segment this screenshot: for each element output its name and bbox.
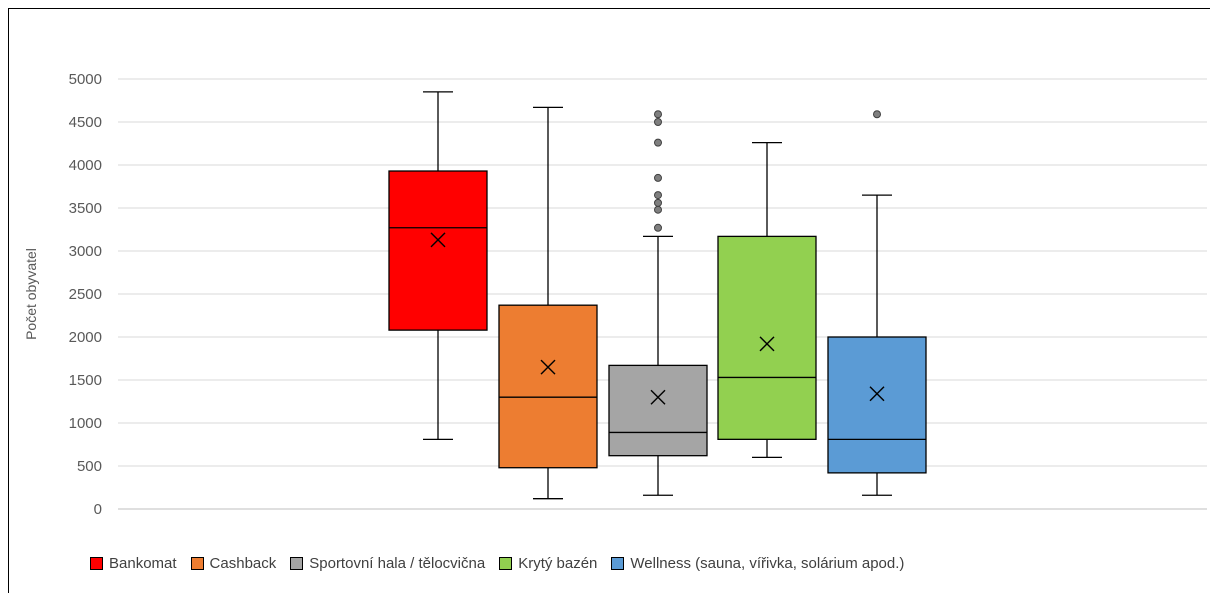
box [827,336,927,474]
outlier-point [654,110,662,119]
legend-label: Cashback [209,554,277,572]
legend-label: Sportovní hala / tělocvična [309,554,486,572]
mean-marker [540,359,556,375]
legend-label: Bankomat [109,554,177,572]
boxes [388,91,927,500]
legend-label: Krytý bazén [518,554,598,572]
legend-swatch [190,556,204,570]
legend-label: Wellness (sauna, vířivka, solárium apod.… [630,554,905,572]
legend-swatch [499,556,513,570]
gridlines [118,78,1207,510]
legend: Bankomat Cashback Sportovní hala / tělocvi… [90,553,904,573]
y-tick-label: 4000 [69,157,102,174]
outlier-point [654,223,662,232]
box [498,304,598,469]
outlier-point [873,110,881,119]
legend-swatch [290,556,304,570]
y-tick-label: 3500 [69,200,102,217]
outlier-point [654,138,662,147]
y-tick-label: 500 [77,458,102,475]
legend-item: Wellness (sauna, vířivka, solárium apod.… [611,555,904,572]
outlier-point [654,198,662,207]
y-tick-label: 1000 [69,415,102,432]
y-tick-label: 2500 [69,286,102,303]
box-series [717,141,817,459]
legend-item: Sportovní hala / tělocvična [290,555,485,572]
mean-marker [759,336,775,352]
box [608,364,708,457]
y-tick-label: 0 [94,501,102,518]
y-tick-label: 4500 [69,114,102,131]
legend-item: Bankomat [90,555,177,572]
outlier-point [654,205,662,214]
legend-item: Krytý bazén [499,555,597,572]
outlier-point [654,173,662,182]
y-tick-label: 2000 [69,329,102,346]
box [717,235,817,440]
outlier-point [654,191,662,200]
box-series [827,110,927,496]
box [388,170,488,331]
legend-swatch [611,556,625,570]
box-series [608,110,708,496]
y-tick-label: 3000 [69,243,102,260]
legend-item: Cashback [190,554,277,572]
y-axis-ticks: 0 500 1000 1500 2000 2500 3000 3500 4000 4500 5000 [69,71,102,518]
mean-marker [430,232,446,248]
legend-swatch [90,556,103,570]
chart-frame [8,8,1210,593]
y-tick-label: 5000 [69,71,102,88]
box-series [498,106,598,500]
outlier-point [654,118,662,126]
box-plot-chart: 0 500 1000 1500 2000 2500 3000 3500 4000 4500 5000… [23,71,1207,518]
mean-marker [650,389,666,405]
y-axis-title: Počet obyvatel [23,248,39,340]
box-series [388,91,488,440]
y-tick-label: 1500 [69,372,102,389]
mean-marker [869,386,885,402]
